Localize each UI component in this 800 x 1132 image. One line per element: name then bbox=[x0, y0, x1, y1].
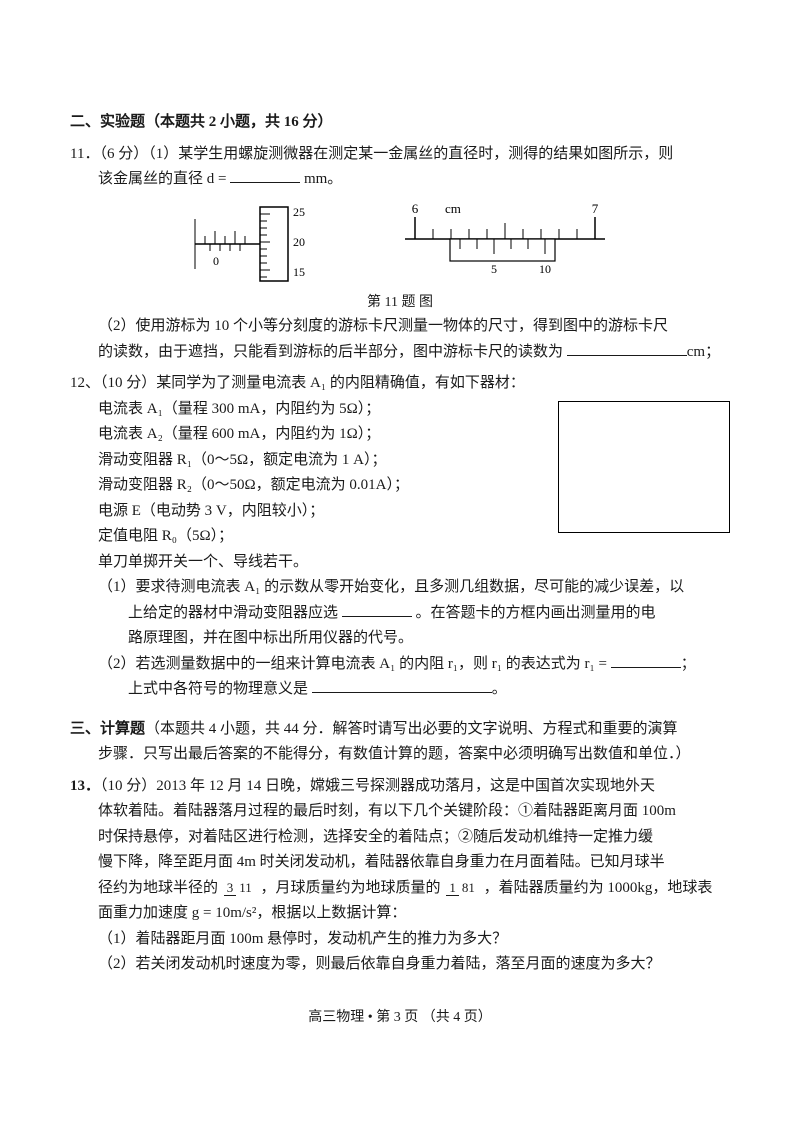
q11-p1-b: 该金属丝的直径 d = bbox=[98, 171, 226, 187]
q12-number: 12、 bbox=[70, 375, 100, 391]
q12-p1-line2: 上给定的器材中滑动变阻器应选 。在答题卡的方框内画出测量用的电 bbox=[70, 601, 730, 627]
thimble-mid: 20 bbox=[293, 235, 305, 249]
q12-answer-box[interactable] bbox=[558, 401, 730, 533]
fraction-3-11: 311 bbox=[224, 881, 255, 895]
vernier-figure: 6 cm 7 bbox=[395, 199, 615, 289]
page-footer: 高三物理 • 第 3 页 （共 4 页） bbox=[70, 1006, 730, 1030]
q12-item-sw: 单刀单掷开关一个、导线若干。 bbox=[70, 550, 730, 576]
q13-l3b-c: ，着陆器质量约为 1000kg，地球表 bbox=[484, 880, 713, 896]
q11-p2-b: 的读数，由于遮挡，只能看到游标的后半部分，图中游标卡尺的读数为 bbox=[98, 344, 563, 360]
q12-stem: 某同学为了测量电流表 A₁ 的内阻精确值，有如下器材： bbox=[156, 375, 525, 391]
q12-p1-c: 。在答题卡的方框内画出测量用的电 bbox=[416, 605, 656, 621]
q12-p2-d: 。 bbox=[492, 681, 507, 697]
q13-line4: 面重力加速度 g = 10m/s²，根据以上数据计算： bbox=[70, 901, 730, 927]
q13-line2a: 体软着陆。着陆器落月过程的最后时刻，有以下几个关键阶段：①着陆器距离月面 100… bbox=[70, 799, 730, 825]
frac2-n: 1 bbox=[446, 880, 459, 896]
q11-p2-unit: cm； bbox=[687, 344, 720, 360]
q13-l3a: 慢下降，降至距月面 4m 时关闭发动机，着陆器依靠自身重力在月面着陆。已知月球半 bbox=[98, 854, 665, 870]
q11-figures: 0 25 20 15 bbox=[70, 199, 730, 289]
q12-p2-line1: （2）若选测量数据中的一组来计算电流表 A₁ 的内阻 r₁，则 r₁ 的表达式为… bbox=[70, 652, 730, 678]
q13-line2b: 时保持悬停，对着陆区进行检测，选择安全的着陆点；②随后发动机维持一定推力缓 bbox=[70, 825, 730, 851]
q13-line3a: 慢下降，降至距月面 4m 时关闭发动机，着陆器依靠自身重力在月面着陆。已知月球半 bbox=[70, 850, 730, 876]
section-3-title-line2: 步骤．只写出最后答案的不能得分，有数值计算的题，答案中必须明确写出数值和单位．） bbox=[70, 742, 730, 768]
section-3-title-a: 三、计算题 bbox=[70, 721, 145, 737]
q12-p1-a: （1）要求待测电流表 A₁ 的示数从零开始变化，且多测几组数据，尽可能的减少误差… bbox=[98, 579, 684, 595]
q12-p2-a: （2）若选测量数据中的一组来计算电流表 A₁ 的内阻 r₁，则 r₁ 的表达式为… bbox=[98, 656, 607, 672]
q11-p1-a: （1）某学生用螺旋测微器在测定某一金属丝的直径时，测得的结果如图所示，则 bbox=[148, 146, 673, 162]
q11-blank-d[interactable] bbox=[230, 167, 300, 183]
q13-line1: 13．（10 分）2013 年 12 月 14 日晚，嫦娥三号探测器成功落月，这… bbox=[70, 774, 730, 800]
section-3-title-line1: 三、计算题（本题共 4 小题，共 44 分．解答时请写出必要的文字说明、方程式和… bbox=[70, 717, 730, 743]
vernier-unit: cm bbox=[445, 201, 461, 216]
vernier-major-7: 7 bbox=[592, 201, 599, 216]
q12-points: （10 分） bbox=[100, 375, 156, 391]
q13-p1: （1）着陆器距月面 100m 悬停时，发动机产生的推力为多大？ bbox=[70, 927, 730, 953]
thimble-top: 25 bbox=[293, 205, 305, 219]
thimble-bot: 15 bbox=[293, 265, 305, 279]
q11-points: （6 分） bbox=[99, 146, 148, 162]
q11-fig-caption: 第 11 题 图 bbox=[70, 291, 730, 315]
q13-l3b-b: ，月球质量约为地球质量的 bbox=[261, 880, 441, 896]
q12-p2-line2: 上式中各符号的物理意义是 。 bbox=[70, 677, 730, 703]
q11-number: 11． bbox=[70, 146, 99, 162]
q13-line3b: 径约为地球半径的 311 ，月球质量约为地球质量的 181 ，着陆器质量约为 1… bbox=[70, 876, 730, 902]
q12-blank-r1[interactable] bbox=[611, 652, 681, 668]
q12-blank-meaning[interactable] bbox=[312, 677, 492, 693]
q12-p1-b: 上给定的器材中滑动变阻器应选 bbox=[128, 605, 338, 621]
q13-l1: 2013 年 12 月 14 日晚，嫦娥三号探测器成功落月，这是中国首次实现地外… bbox=[156, 778, 655, 794]
micrometer-axis-label: 0 bbox=[213, 254, 219, 268]
q11-line1: 11．（6 分）（1）某学生用螺旋测微器在测定某一金属丝的直径时，测得的结果如图… bbox=[70, 142, 730, 168]
q12-blank-rheostat[interactable] bbox=[342, 601, 412, 617]
q11-p2-line1: （2）使用游标为 10 个小等分刻度的游标卡尺测量一物体的尺寸，得到图中的游标卡… bbox=[70, 314, 730, 340]
q12-p1-line1: （1）要求待测电流表 A₁ 的示数从零开始变化，且多测几组数据，尽可能的减少误差… bbox=[70, 575, 730, 601]
q11-p1-unit: mm。 bbox=[304, 171, 342, 187]
vernier-major-6: 6 bbox=[412, 201, 419, 216]
q13-l2a: 体软着陆。着陆器落月过程的最后时刻，有以下几个关键阶段：①着陆器距离月面 100… bbox=[98, 803, 676, 819]
q11-line2: 该金属丝的直径 d = mm。 bbox=[70, 167, 730, 193]
page: 二、实验题（本题共 2 小题，共 16 分） 11．（6 分）（1）某学生用螺旋… bbox=[0, 0, 800, 1070]
q13-p2: （2）若关闭发动机时速度为零，则最后依靠自身重力着陆，落至月面的速度为多大？ bbox=[70, 952, 730, 978]
vernier-10: 10 bbox=[539, 262, 551, 276]
q12-stem-line: 12、（10 分）某同学为了测量电流表 A₁ 的内阻精确值，有如下器材： bbox=[70, 371, 730, 397]
q11-p2-line2: 的读数，由于遮挡，只能看到游标的后半部分，图中游标卡尺的读数为 cm； bbox=[70, 340, 730, 366]
section-3: 三、计算题（本题共 4 小题，共 44 分．解答时请写出必要的文字说明、方程式和… bbox=[70, 717, 730, 768]
q13-number: 13． bbox=[70, 778, 100, 794]
frac1-n: 3 bbox=[224, 880, 237, 896]
q13-l3b-a: 径约为地球半径的 bbox=[98, 880, 218, 896]
q12-p2-b: ； bbox=[681, 656, 696, 672]
question-12: 12、（10 分）某同学为了测量电流表 A₁ 的内阻精确值，有如下器材： 电流表… bbox=[70, 371, 730, 703]
question-11: 11．（6 分）（1）某学生用螺旋测微器在测定某一金属丝的直径时，测得的结果如图… bbox=[70, 142, 730, 366]
frac2-d: 81 bbox=[459, 880, 478, 895]
micrometer-figure: 0 25 20 15 bbox=[185, 199, 335, 289]
vernier-5: 5 bbox=[491, 262, 497, 276]
section-3-title-b: （本题共 4 小题，共 44 分．解答时请写出必要的文字说明、方程式和重要的演算 bbox=[145, 721, 678, 737]
frac1-d: 11 bbox=[236, 880, 255, 895]
q12-p2-c: 上式中各符号的物理意义是 bbox=[128, 681, 308, 697]
q13-points: （10 分） bbox=[100, 778, 156, 794]
fraction-1-81: 181 bbox=[446, 881, 478, 895]
q11-blank-cm[interactable] bbox=[567, 340, 687, 356]
section-2-title: 二、实验题（本题共 2 小题，共 16 分） bbox=[70, 110, 730, 136]
question-13: 13．（10 分）2013 年 12 月 14 日晚，嫦娥三号探测器成功落月，这… bbox=[70, 774, 730, 978]
q12-p1-line3: 路原理图，并在图中标出所用仪器的代号。 bbox=[70, 626, 730, 652]
